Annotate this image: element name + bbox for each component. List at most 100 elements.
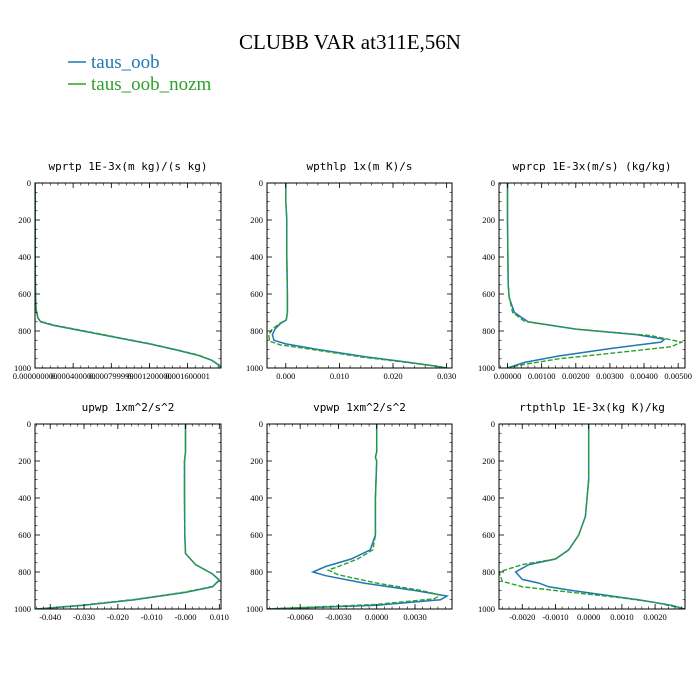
x-tick-label: 0.00200: [562, 371, 590, 381]
y-tick-label: 600: [482, 289, 495, 299]
y-tick-label: 1000: [14, 604, 31, 614]
x-tick-label: 0.000799999: [89, 371, 134, 381]
y-tick-label: 200: [250, 456, 263, 466]
plot-area: [267, 183, 447, 368]
series-line-taus-oob-nozm: [506, 183, 684, 368]
series-line-taus-oob: [271, 183, 447, 368]
y-tick-label: 600: [18, 289, 31, 299]
y-tick-label: 0: [27, 178, 31, 188]
x-tick-label: -0.0020: [509, 612, 535, 622]
y-tick-label: 800: [18, 326, 31, 336]
x-tick-label: 0.00100: [528, 371, 556, 381]
legend-label-taus-oob-nozm: taus_oob_nozm: [91, 74, 212, 95]
y-tick-label: 800: [482, 567, 495, 577]
y-tick-label: 400: [18, 493, 31, 503]
x-tick-label: 0.0000: [577, 612, 600, 622]
x-tick-label: 0.0020: [643, 612, 666, 622]
x-tick-label: -0.030: [73, 612, 95, 622]
x-tick-label: -0.0010: [542, 612, 568, 622]
y-tick-label: 400: [482, 252, 495, 262]
y-tick-label: 200: [250, 215, 263, 225]
axis-ticks: -0.040 -0.030 -0.020 -0.010 -0.000 0.010 0 200 4…: [14, 419, 229, 622]
y-tick-label: 1000: [246, 363, 263, 373]
panel-title: wprcp 1E-3x(m/s) (kg/kg): [513, 160, 672, 173]
y-tick-label: 0: [491, 419, 495, 429]
x-tick-label: -0.0030: [325, 612, 351, 622]
y-tick-label: 200: [18, 215, 31, 225]
y-tick-label: 800: [250, 567, 263, 577]
plot-area: [36, 424, 221, 609]
figure-title: CLUBB VAR at311E,56N: [239, 30, 461, 54]
y-tick-label: 1000: [246, 604, 263, 614]
x-tick-label: 0.010: [210, 612, 229, 622]
y-tick-label: 800: [482, 326, 495, 336]
y-tick-label: 200: [18, 456, 31, 466]
series-line-taus-oob: [514, 424, 685, 609]
x-tick-label: -0.040: [39, 612, 61, 622]
panel-6: rtpthlp 1E-3x(kg K)/kg -0.0020 -0.0010 0.00…: [478, 401, 686, 622]
x-tick-label: 0.00500: [664, 371, 692, 381]
x-tick-label: 0.0000: [365, 612, 388, 622]
x-tick-label: 0.00300: [596, 371, 624, 381]
x-tick-label: -0.010: [141, 612, 163, 622]
y-tick-label: 400: [482, 493, 495, 503]
y-tick-label: 400: [250, 493, 263, 503]
axis-ticks: 0.00000 0.00100 0.00200 0.00300 0.00400 0.005…: [478, 178, 692, 381]
y-tick-label: 600: [482, 530, 495, 540]
plot-area: [499, 424, 685, 609]
x-tick-label: 0.001600001: [165, 371, 210, 381]
panel-3: wprcp 1E-3x(m/s) (kg/kg)0.00000 0.00100 0.…: [478, 160, 692, 381]
panel-4: upwp 1xm^2/s^2 -0.040 -0.030 -0.020 -0.010 -0…: [14, 401, 229, 622]
y-tick-label: 1000: [478, 363, 495, 373]
series-line-taus-oob: [35, 183, 221, 368]
y-tick-label: 0: [259, 178, 263, 188]
series-line-taus-oob: [36, 424, 221, 609]
x-tick-label: -0.020: [107, 612, 129, 622]
x-tick-label: 0.020: [383, 371, 402, 381]
x-tick-label: 0.010: [330, 371, 349, 381]
axis-ticks: 0.0000000000.0004000000.0007999990.00120…: [13, 178, 221, 381]
x-tick-label: 0.0010: [610, 612, 633, 622]
y-tick-label: 800: [250, 326, 263, 336]
series-line-taus-oob-nozm: [267, 183, 447, 368]
panel-title: rtpthlp 1E-3x(kg K)/kg: [519, 401, 665, 414]
plot-frame: [266, 423, 453, 610]
y-tick-label: 400: [18, 252, 31, 262]
x-tick-label: 0.000400000: [51, 371, 96, 381]
x-tick-label: -0.000: [175, 612, 197, 622]
panel-title: upwp 1xm^2/s^2: [82, 401, 175, 414]
panel-5: vpwp 1xm^2/s^2 -0.0060 -0.0030 0.0000 0.0030…: [246, 401, 453, 622]
series-line-taus-oob-nozm: [36, 424, 221, 609]
plot-frame: [498, 182, 686, 369]
x-tick-label: 0.030: [437, 371, 456, 381]
plot-area: [35, 183, 221, 368]
y-tick-label: 800: [18, 567, 31, 577]
plot-frame: [266, 182, 453, 369]
y-tick-label: 200: [482, 456, 495, 466]
y-tick-label: 1000: [14, 363, 31, 373]
series-line-taus-oob: [506, 183, 667, 368]
y-tick-label: 0: [259, 419, 263, 429]
x-tick-label: 0.000000000: [13, 371, 58, 381]
y-tick-label: 600: [250, 289, 263, 299]
x-tick-label: 0.000: [276, 371, 295, 381]
panel-title: wprtp 1E-3x(m kg)/(s kg): [49, 160, 208, 173]
x-tick-label: 0.00400: [630, 371, 658, 381]
y-tick-label: 400: [250, 252, 263, 262]
y-tick-label: 600: [18, 530, 31, 540]
series-line-taus-oob: [267, 424, 450, 609]
axis-ticks: -0.0020 -0.0010 0.0000 0.0010 0.0020 0 200 400 6…: [478, 419, 685, 622]
axis-ticks: -0.0060 -0.0030 0.0000 0.0030 0 200 400 600 800 1…: [246, 419, 452, 622]
panel-2: wpthlp 1x(m K)/s 0.000 0.010 0.020 0.030 0 200…: [246, 160, 456, 381]
panel-1: wprtp 1E-3x(m kg)/(s kg)0.0000000000.000…: [13, 160, 222, 381]
series-line-taus-oob-nozm: [267, 424, 443, 609]
plot-frame: [498, 423, 686, 610]
legend-label-taus-oob: taus_oob: [91, 52, 160, 73]
y-tick-label: 1000: [478, 604, 495, 614]
axis-ticks: 0.000 0.010 0.020 0.030 0 200 400 600 800 1000: [246, 178, 456, 381]
panel-title: vpwp 1xm^2/s^2: [313, 401, 406, 414]
y-tick-label: 600: [250, 530, 263, 540]
plot-area: [506, 183, 684, 368]
legend: taus_oob taus_oob_nozm: [68, 52, 212, 95]
